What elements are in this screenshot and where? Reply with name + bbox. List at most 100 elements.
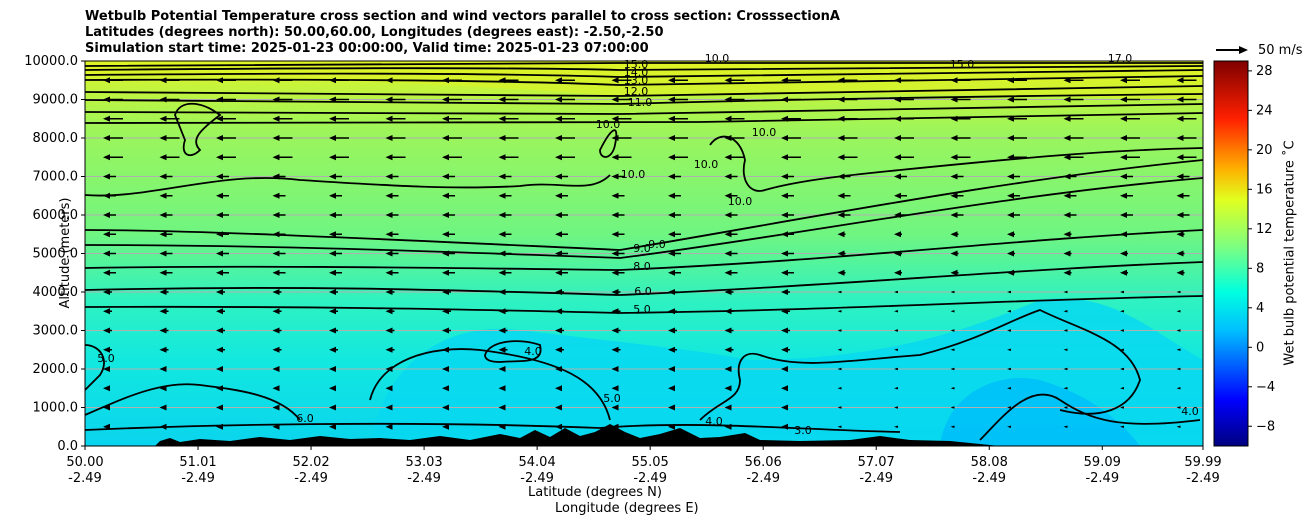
wind-vector-head (442, 327, 449, 334)
wind-vector-head (724, 404, 732, 411)
wind-vector-head (272, 173, 280, 180)
wind-vector-head (724, 327, 732, 334)
wind-vector-head (611, 135, 619, 141)
wind-vector-head (272, 404, 280, 411)
wind-vector-head (103, 269, 110, 276)
wind-vector-head (781, 96, 788, 103)
wind-vector-head (1120, 387, 1124, 390)
wind-vector-head (724, 250, 732, 257)
wind-vector-head (329, 231, 336, 238)
wind-vector-head (950, 212, 958, 218)
wind-vector-head (216, 135, 223, 141)
wind-vector-head (611, 404, 619, 411)
wind-vector-head (329, 385, 336, 392)
wind-vector-head (668, 404, 675, 411)
wind-vector-head (950, 329, 955, 332)
contour-label: 10.0 (596, 118, 621, 131)
contour-lines (85, 61, 1203, 441)
wind-vector-head (442, 173, 449, 180)
x-tick-label-lon: -2.49 (859, 471, 893, 486)
wind-vector-head (1120, 406, 1124, 409)
wind-vector-head (216, 346, 223, 353)
wind-vector-head (385, 77, 393, 84)
wind-vector-head (329, 327, 336, 334)
wind-vector-head (216, 154, 223, 161)
wind-vector-head (668, 231, 675, 238)
wind-vector-head (272, 231, 280, 238)
wind-vector-head (1007, 250, 1014, 257)
wind-vector-head (329, 289, 336, 295)
wind-vector-head (1120, 77, 1127, 84)
wind-vector-head (385, 327, 393, 334)
wind-vector-head (442, 366, 449, 372)
wind-vector-head (385, 308, 393, 315)
wind-vector-head (1063, 425, 1068, 428)
wind-vector-head (272, 212, 280, 218)
wind-vector-head (385, 154, 393, 161)
wind-vector-head (1120, 269, 1127, 276)
wind-vector-head (272, 269, 280, 276)
x-tick-label-lon: -2.49 (407, 471, 441, 486)
y-tick-label: 2000.0 (33, 362, 79, 377)
wind-vector-head (216, 212, 223, 218)
wind-vector-head (950, 231, 958, 238)
wind-vector-head (1007, 290, 1011, 294)
wind-vector-head (329, 96, 336, 103)
wind-vector-head (1063, 348, 1068, 351)
wind-vector-head (668, 154, 675, 161)
contour-label: 10.0 (705, 52, 730, 65)
wind-vector-head (498, 289, 506, 295)
wind-vector-head (837, 269, 845, 276)
wind-vector-head (555, 404, 562, 411)
wind-vector-head (329, 404, 336, 411)
contour-label: 4.0 (1181, 405, 1199, 418)
wind-vector-head (498, 404, 506, 411)
wind-vector-head (272, 289, 280, 295)
wind-vector-head (1063, 115, 1071, 122)
wind-vector-head (781, 404, 788, 411)
colorbar-tick-label: 0 (1256, 340, 1264, 355)
colorbar-tick-label: 4 (1256, 301, 1264, 316)
wind-vector-head (950, 367, 955, 371)
wind-vector-head (950, 77, 958, 84)
wind-vector-head (498, 385, 506, 392)
wind-vector-head (498, 77, 506, 84)
wind-vector-head (668, 96, 675, 103)
wind-vector-head (329, 77, 336, 84)
wind-vector-head (385, 96, 393, 103)
wind-vector-head (781, 173, 788, 180)
wind-vector-head (555, 269, 562, 276)
wind-vector-head (950, 348, 955, 351)
wind-vector-head (611, 327, 619, 334)
wind-vector-head (159, 385, 167, 392)
wind-vector-head (159, 366, 167, 372)
wind-vector-head (498, 173, 506, 180)
wind-vector-head (1007, 173, 1014, 180)
y-tick-label: 4000.0 (33, 285, 79, 300)
wind-vector-head (1063, 406, 1068, 409)
contour-label: 11.0 (628, 96, 653, 109)
wind-vector-head (385, 135, 393, 141)
wind-vector-head (611, 250, 619, 257)
wind-vector-head (1063, 250, 1071, 257)
x-tick-label-lat: 54.04 (519, 455, 556, 470)
wind-vector-head (837, 367, 842, 371)
wind-vector-head (837, 192, 845, 199)
wind-vector-head (724, 231, 732, 238)
wind-vector-head (329, 366, 336, 372)
colorbar-ticks: 28 24 20 16 12 8 4 0 −4 −8 (1248, 64, 1275, 434)
wind-vector-head (837, 406, 842, 409)
wind-vector-head (159, 115, 167, 122)
wind-vector-head (1176, 269, 1184, 276)
wind-vector-head (442, 154, 449, 161)
wind-vector-head (1120, 250, 1127, 257)
wind-vector-head (385, 115, 393, 122)
y-axis-label: Altitude (meters) (57, 197, 73, 309)
y-axis-ticks: 0.0 1000.0 2000.0 3000.0 4000.0 5000.0 6000.0 7… (24, 54, 85, 454)
wind-vector-head (103, 346, 110, 353)
wind-vector-head (555, 212, 562, 218)
wind-vector-head (1176, 425, 1181, 428)
wind-vector-head (498, 250, 506, 257)
wind-vector-head (724, 115, 732, 122)
wind-vector-head (668, 192, 675, 199)
